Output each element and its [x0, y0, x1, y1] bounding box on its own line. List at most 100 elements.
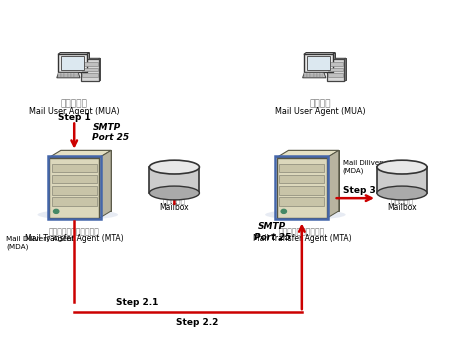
FancyBboxPatch shape — [58, 73, 61, 74]
Polygon shape — [306, 56, 330, 70]
FancyBboxPatch shape — [68, 74, 71, 75]
FancyBboxPatch shape — [58, 76, 61, 77]
Polygon shape — [377, 167, 427, 193]
FancyBboxPatch shape — [311, 74, 314, 75]
Ellipse shape — [149, 160, 199, 174]
Text: Step 3: Step 3 — [343, 187, 376, 196]
FancyBboxPatch shape — [320, 76, 323, 77]
FancyBboxPatch shape — [307, 73, 310, 74]
FancyBboxPatch shape — [314, 75, 317, 76]
Polygon shape — [98, 58, 100, 81]
Polygon shape — [57, 72, 80, 78]
Text: 遠端使用之郵件伺服器: 遠端使用之郵件伺服器 — [279, 228, 325, 237]
FancyBboxPatch shape — [65, 73, 68, 74]
FancyBboxPatch shape — [74, 75, 77, 76]
Text: 郵件主機之: 郵件主機之 — [390, 196, 414, 205]
FancyBboxPatch shape — [311, 76, 314, 77]
Text: SMTP
Port 25: SMTP Port 25 — [254, 222, 291, 242]
FancyBboxPatch shape — [311, 75, 314, 76]
Text: 郵件主機之: 郵件主機之 — [163, 196, 186, 205]
Polygon shape — [60, 56, 84, 70]
FancyBboxPatch shape — [311, 73, 314, 74]
FancyBboxPatch shape — [58, 75, 61, 76]
FancyBboxPatch shape — [314, 73, 317, 74]
FancyBboxPatch shape — [304, 73, 307, 74]
Polygon shape — [304, 54, 333, 72]
FancyBboxPatch shape — [320, 74, 323, 75]
Text: Mail Transfer Agent (MTA): Mail Transfer Agent (MTA) — [252, 234, 351, 243]
FancyBboxPatch shape — [307, 74, 310, 75]
Polygon shape — [289, 150, 339, 211]
Text: Mail Transfer Agent (MTA): Mail Transfer Agent (MTA) — [25, 234, 124, 243]
Polygon shape — [61, 150, 111, 211]
Text: Step 2.2: Step 2.2 — [176, 318, 218, 327]
FancyBboxPatch shape — [82, 73, 98, 77]
FancyBboxPatch shape — [304, 76, 307, 77]
Polygon shape — [333, 53, 335, 72]
FancyBboxPatch shape — [68, 73, 71, 74]
Polygon shape — [304, 53, 335, 54]
Text: Mail Dilivery Agent
(MDA): Mail Dilivery Agent (MDA) — [343, 160, 409, 174]
Ellipse shape — [265, 210, 346, 220]
Polygon shape — [149, 167, 199, 193]
FancyBboxPatch shape — [279, 164, 324, 172]
FancyBboxPatch shape — [58, 74, 61, 75]
FancyBboxPatch shape — [328, 62, 344, 66]
Polygon shape — [344, 58, 346, 81]
Polygon shape — [58, 53, 89, 54]
FancyBboxPatch shape — [82, 62, 98, 66]
FancyBboxPatch shape — [52, 186, 97, 195]
Polygon shape — [306, 53, 335, 70]
Text: Step 1: Step 1 — [58, 113, 91, 122]
FancyBboxPatch shape — [71, 76, 74, 77]
FancyBboxPatch shape — [61, 76, 65, 77]
FancyBboxPatch shape — [71, 73, 74, 74]
FancyBboxPatch shape — [52, 175, 97, 183]
FancyBboxPatch shape — [317, 73, 320, 74]
Ellipse shape — [377, 160, 427, 174]
Text: 本地端用戶: 本地端用戶 — [61, 100, 87, 109]
FancyBboxPatch shape — [74, 74, 77, 75]
FancyBboxPatch shape — [74, 73, 77, 74]
Polygon shape — [83, 58, 100, 80]
FancyBboxPatch shape — [65, 76, 68, 77]
FancyBboxPatch shape — [279, 197, 324, 206]
Text: Mail User Agent (MUA): Mail User Agent (MUA) — [275, 107, 365, 116]
FancyBboxPatch shape — [279, 186, 324, 195]
FancyBboxPatch shape — [82, 68, 98, 71]
FancyBboxPatch shape — [61, 74, 65, 75]
FancyBboxPatch shape — [65, 75, 68, 76]
FancyBboxPatch shape — [314, 76, 317, 77]
Circle shape — [54, 209, 59, 213]
Polygon shape — [49, 150, 111, 158]
FancyBboxPatch shape — [71, 75, 74, 76]
FancyBboxPatch shape — [317, 74, 320, 75]
FancyBboxPatch shape — [61, 75, 65, 76]
FancyBboxPatch shape — [328, 73, 344, 77]
FancyBboxPatch shape — [52, 197, 97, 206]
Text: 本地端使用之郵件伺服器: 本地端使用之郵件伺服器 — [49, 228, 100, 237]
Polygon shape — [277, 158, 327, 218]
Text: SMTP
Port 25: SMTP Port 25 — [93, 123, 130, 142]
Circle shape — [281, 209, 286, 213]
FancyBboxPatch shape — [68, 75, 71, 76]
Polygon shape — [99, 150, 111, 218]
Polygon shape — [60, 53, 89, 70]
FancyBboxPatch shape — [307, 75, 310, 76]
Text: Mailbox: Mailbox — [159, 203, 189, 212]
FancyBboxPatch shape — [314, 74, 317, 75]
FancyBboxPatch shape — [61, 73, 65, 74]
Polygon shape — [58, 54, 87, 72]
FancyBboxPatch shape — [328, 68, 344, 71]
FancyBboxPatch shape — [320, 73, 323, 74]
FancyBboxPatch shape — [304, 75, 307, 76]
FancyBboxPatch shape — [65, 74, 68, 75]
FancyBboxPatch shape — [74, 76, 77, 77]
Polygon shape — [327, 58, 346, 60]
Ellipse shape — [38, 210, 118, 220]
Polygon shape — [49, 158, 99, 218]
FancyBboxPatch shape — [68, 76, 71, 77]
Polygon shape — [303, 72, 326, 78]
Text: Mail User Agent (MUA): Mail User Agent (MUA) — [29, 107, 120, 116]
FancyBboxPatch shape — [52, 164, 97, 172]
